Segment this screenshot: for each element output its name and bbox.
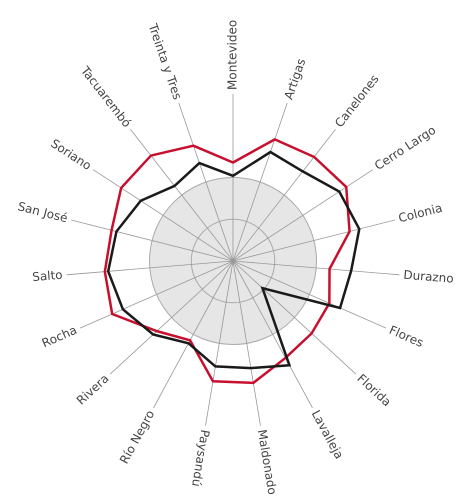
spoke	[232, 219, 395, 262]
axis-label: Treinta y Tres	[145, 21, 184, 101]
axis-label: Cerro Largo	[372, 123, 438, 173]
spoke	[130, 128, 234, 262]
spoke	[232, 260, 313, 409]
axis-label: Paysandú	[189, 429, 212, 488]
axis-label: Florida	[354, 371, 394, 409]
axis-label: Artigas	[281, 57, 308, 102]
axis-label: Montevideo	[226, 20, 240, 90]
axis-label: Lavalleja	[309, 408, 347, 461]
spoke	[232, 102, 288, 262]
spoke	[232, 128, 336, 262]
axis-label: Canelones	[332, 72, 382, 130]
spoke	[71, 219, 234, 262]
axis-label: Durazno	[403, 268, 454, 286]
spoke	[205, 260, 234, 426]
axis-label: Flores	[387, 323, 425, 350]
spoke	[79, 260, 234, 329]
spoke	[232, 169, 374, 262]
axis-label: Soriano	[48, 136, 94, 173]
series-line	[103, 137, 351, 385]
spoke	[178, 102, 234, 262]
axis-label: Maldonado	[255, 428, 280, 495]
spoke	[232, 260, 261, 426]
axis-label: Tacuarembó	[77, 63, 133, 130]
axis-label: Salto	[32, 268, 63, 284]
axis-label: Rivera	[74, 371, 112, 407]
axis-label: Rocha	[40, 323, 79, 351]
spoke	[232, 260, 387, 329]
spoke	[232, 260, 400, 276]
spoke	[109, 260, 234, 375]
spoke	[153, 260, 234, 409]
spoke	[232, 260, 357, 375]
axis-label: San José	[16, 199, 69, 225]
series-line	[106, 150, 361, 370]
spoke	[66, 260, 234, 276]
axis-label: Río Negro	[117, 408, 157, 466]
spoke	[92, 169, 234, 262]
axis-label: Colonia	[397, 201, 444, 226]
